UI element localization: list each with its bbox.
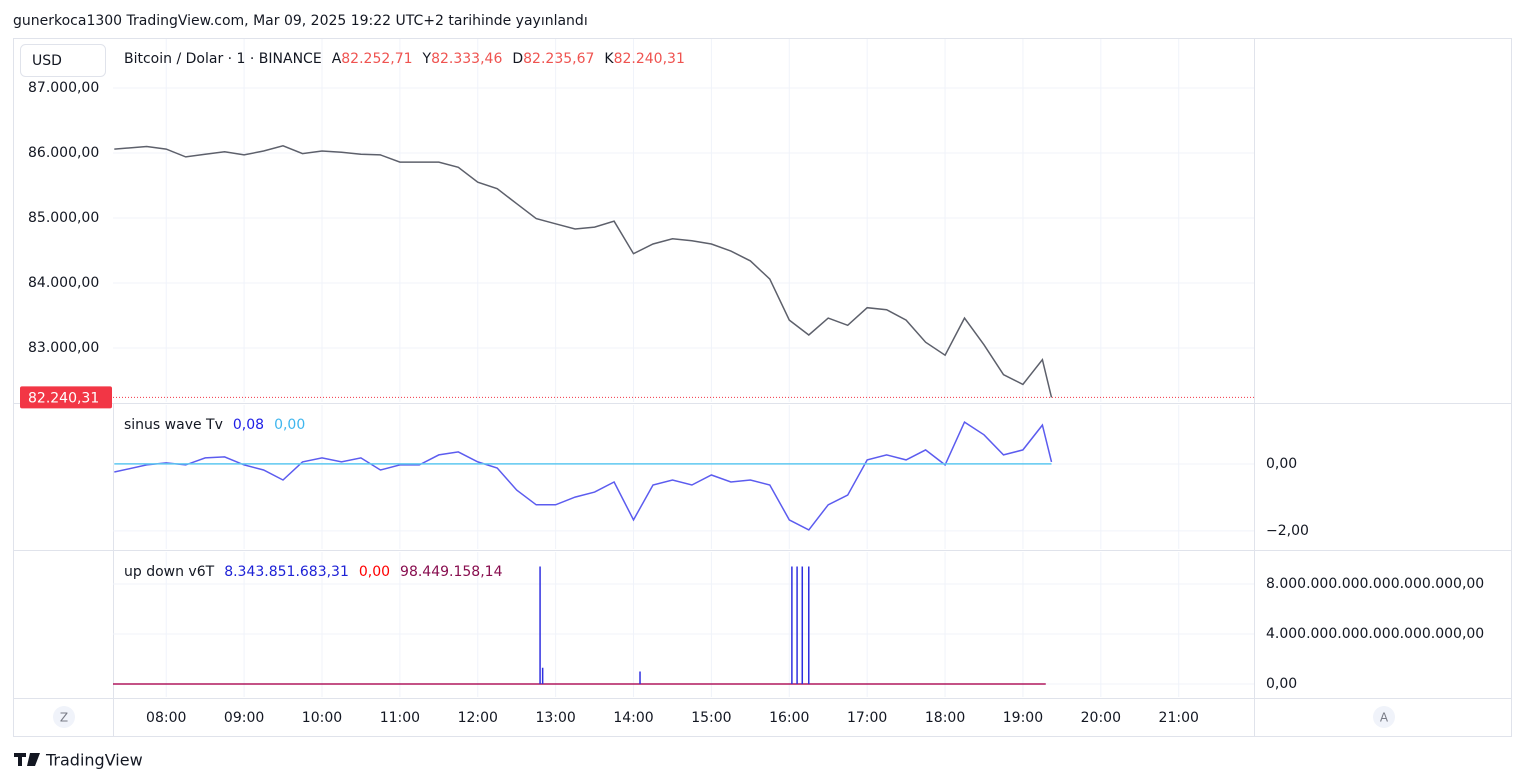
legend-value: 82.333,46 bbox=[431, 51, 502, 67]
bar bbox=[539, 566, 541, 684]
x-tick-label: 08:00 bbox=[146, 710, 186, 726]
legend-value: 0,00 bbox=[274, 417, 305, 433]
x-tick-label: 18:00 bbox=[925, 710, 965, 726]
bar bbox=[808, 566, 810, 684]
legend-value: 8.343.851.683,31 bbox=[224, 564, 349, 580]
y-tick-label: 0,00 bbox=[1266, 456, 1297, 472]
x-tick-label: 20:00 bbox=[1081, 710, 1121, 726]
bar bbox=[796, 566, 798, 684]
series-line bbox=[114, 420, 1053, 531]
scale-button-label[interactable]: A bbox=[1380, 711, 1389, 725]
x-tick-label: 12:00 bbox=[458, 710, 498, 726]
footer-brand: TradingView bbox=[45, 751, 143, 770]
legend-value: 0,08 bbox=[233, 417, 264, 433]
last-price-box bbox=[20, 386, 112, 409]
x-tick-label: 13:00 bbox=[535, 710, 575, 726]
legend-value: 98.449.158,14 bbox=[400, 564, 503, 580]
logo bbox=[14, 753, 40, 766]
legend-value: 82.252,71 bbox=[341, 51, 412, 67]
x-tick-label: 14:00 bbox=[613, 710, 653, 726]
x-tick-label: 09:00 bbox=[224, 710, 264, 726]
x-tick-label: 10:00 bbox=[302, 710, 342, 726]
legend-key: Y bbox=[422, 51, 432, 67]
x-tick-label: 17:00 bbox=[847, 710, 887, 726]
legend-value: 82.235,67 bbox=[523, 51, 594, 67]
legend-value: 82.240,31 bbox=[614, 51, 685, 67]
bar bbox=[801, 566, 804, 684]
y-tick-label: 0,00 bbox=[1266, 676, 1297, 692]
last-price-label: 82.240,31 bbox=[28, 390, 99, 406]
series-line bbox=[114, 145, 1053, 398]
y-tick-label: 83.000,00 bbox=[28, 340, 99, 356]
x-tick-label: 16:00 bbox=[769, 710, 809, 726]
x-tick-label: 15:00 bbox=[691, 710, 731, 726]
x-tick-label: 19:00 bbox=[1003, 710, 1043, 726]
chart-frame bbox=[13, 38, 1512, 737]
bar bbox=[541, 667, 544, 684]
x-tick-label: 21:00 bbox=[1159, 710, 1199, 726]
x-tick-label: 11:00 bbox=[380, 710, 420, 726]
legend-title: sinus wave Tv bbox=[124, 417, 223, 433]
legend-key: D bbox=[512, 51, 523, 67]
y-tick-label: −2,00 bbox=[1266, 523, 1309, 539]
y-tick-label: 8.000.000.000.000.000.000,00 bbox=[1266, 576, 1484, 592]
legend-key: K bbox=[604, 51, 614, 67]
legend-value: 0,00 bbox=[359, 564, 390, 580]
scale-button-label[interactable]: Z bbox=[60, 711, 68, 725]
header: gunerkoca1300 TradingView.com, Mar 09, 2… bbox=[13, 13, 588, 29]
y-tick-label: 86.000,00 bbox=[28, 145, 99, 161]
legend: sinus wave Tv 0,08 0,00 bbox=[124, 417, 305, 433]
y-tick-label: 84.000,00 bbox=[28, 275, 99, 291]
legend-title: up down v6T bbox=[124, 564, 215, 580]
y-tick-label: 87.000,00 bbox=[28, 80, 99, 96]
legend: Bitcoin / Dolar · 1 · BINANCE A82.252,71 Y… bbox=[124, 51, 685, 67]
legend: up down v6T 8.343.851.683,31 0,00 98.449.15… bbox=[124, 564, 503, 580]
legend-title: Bitcoin / Dolar · 1 · BINANCE bbox=[124, 51, 322, 67]
currency-button[interactable] bbox=[20, 44, 106, 77]
scale-button[interactable] bbox=[53, 706, 75, 728]
y-tick-label: 4.000.000.000.000.000.000,00 bbox=[1266, 626, 1484, 642]
scale-button[interactable] bbox=[1373, 706, 1395, 728]
currency-label[interactable]: USD bbox=[32, 53, 62, 69]
bar bbox=[639, 671, 641, 684]
legend-key: A bbox=[332, 51, 342, 67]
bar bbox=[791, 566, 793, 684]
y-tick-label: 85.000,00 bbox=[28, 210, 99, 226]
